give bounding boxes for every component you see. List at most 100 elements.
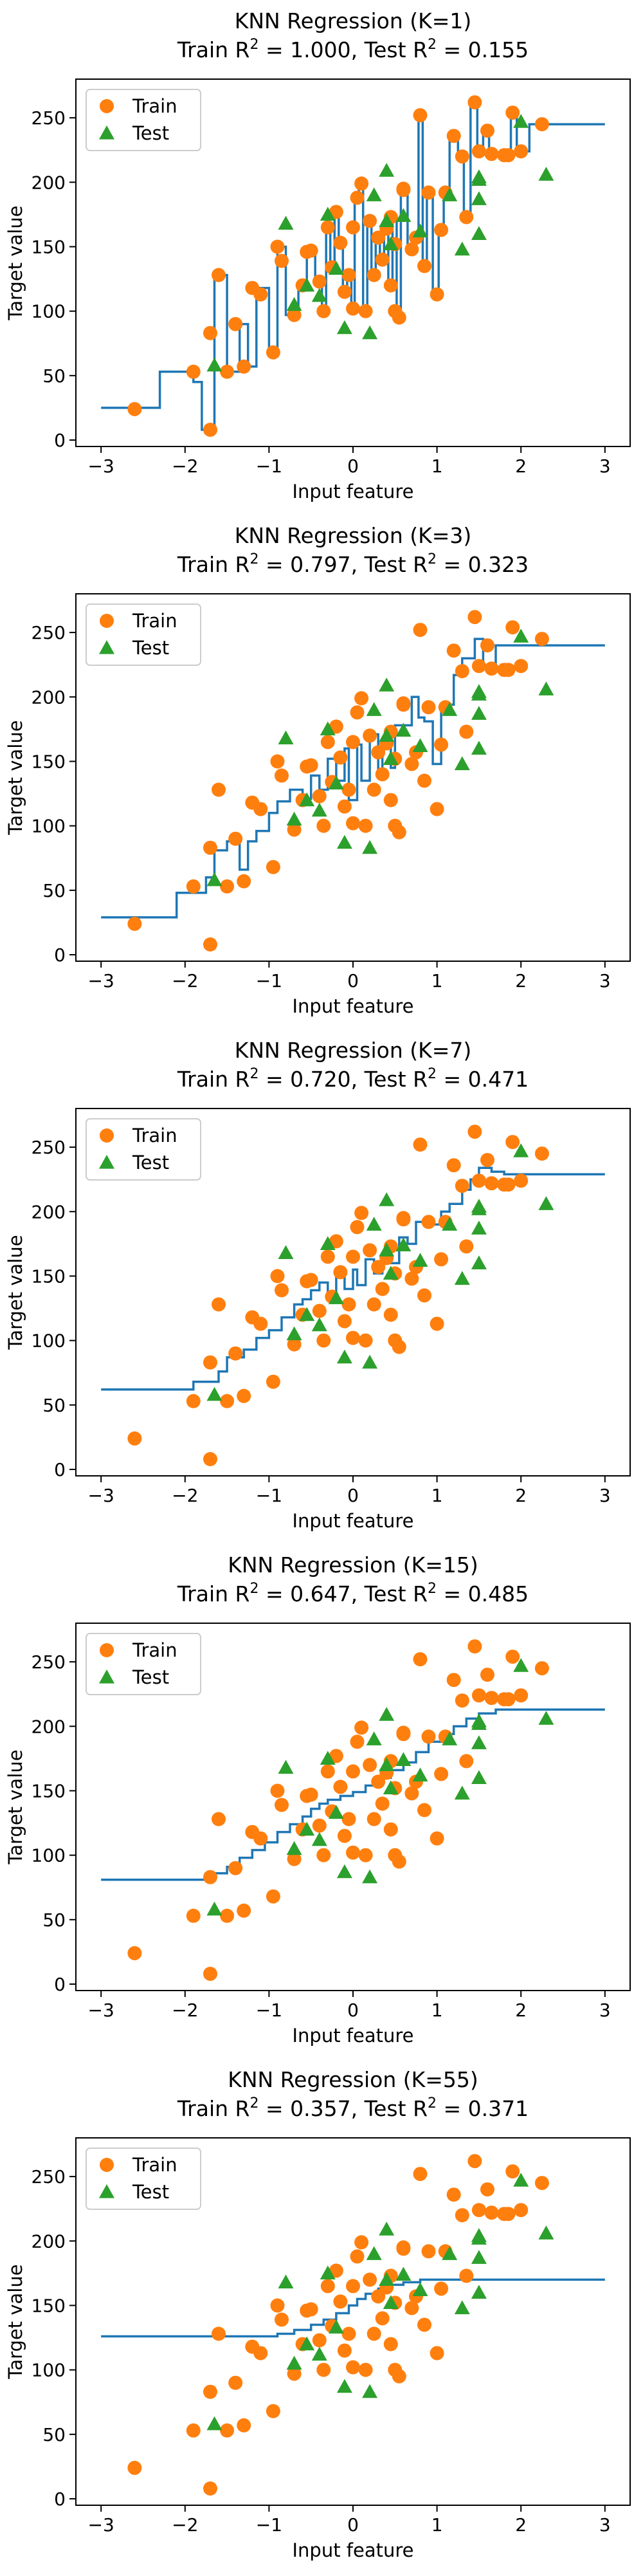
train-point <box>417 1803 431 1817</box>
test-point <box>538 1196 554 1210</box>
train-point <box>341 2326 356 2341</box>
test-point <box>311 802 327 817</box>
train-point <box>341 782 356 797</box>
x-tick-label: 1 <box>431 455 443 477</box>
test-point <box>442 2246 458 2260</box>
train-point <box>212 1812 226 1826</box>
train-point <box>471 2203 486 2218</box>
train-point <box>430 2346 444 2360</box>
legend-train-label: Train <box>132 1639 177 1661</box>
train-point <box>367 2326 381 2341</box>
test-point <box>442 1217 458 1231</box>
chart-subtitle: Train R2 = 0.797, Test R2 = 0.323 <box>177 551 529 577</box>
r-exponent: 2 <box>249 551 258 567</box>
x-tick-label: −3 <box>88 2514 114 2535</box>
legend-box <box>86 89 201 151</box>
train-point <box>341 268 356 282</box>
y-tick-label: 200 <box>32 172 66 193</box>
y-tick-label: 150 <box>32 1780 66 1801</box>
legend-test-label: Test <box>132 122 169 144</box>
knn-prediction-line <box>101 2278 605 2338</box>
train-point <box>421 700 436 715</box>
legend-train-label: Train <box>132 610 177 632</box>
x-tick-label: −3 <box>88 1485 114 1506</box>
x-tick-label: −1 <box>256 2000 282 2021</box>
x-tick-label: 1 <box>431 2514 443 2535</box>
legend: Train Test <box>86 2148 201 2210</box>
x-axis-label: Input feature <box>292 995 413 1017</box>
test-point <box>320 1236 336 1250</box>
train-point <box>501 1177 516 1192</box>
train-point <box>371 230 386 245</box>
test-point <box>538 681 554 695</box>
r-exponent: 2 <box>428 551 437 567</box>
test-point <box>278 216 294 230</box>
train-point <box>404 242 419 257</box>
train-point <box>346 1249 360 1264</box>
y-axis-label: Target value <box>5 205 26 320</box>
y-tick-label: 0 <box>54 430 66 451</box>
test-point <box>412 1253 428 1267</box>
test-r2-value: 0.371 <box>468 2096 529 2121</box>
legend-test-marker <box>99 2184 114 2198</box>
y-tick-label: 50 <box>42 2424 66 2445</box>
train-point <box>471 659 486 674</box>
train-point <box>375 1796 390 1811</box>
legend-train-marker <box>100 2158 114 2172</box>
train-point <box>383 2337 398 2351</box>
train-point <box>287 1337 302 1352</box>
test-point <box>299 2336 315 2351</box>
train-point <box>303 243 318 258</box>
train-point <box>329 719 343 734</box>
legend-train-label: Train <box>132 95 177 117</box>
legend-box <box>86 603 201 666</box>
train-point <box>320 1764 335 1779</box>
x-tick-label: 2 <box>515 2514 527 2535</box>
train-point <box>371 745 386 760</box>
train-point <box>417 2317 431 2332</box>
x-tick-label: 0 <box>347 970 359 991</box>
train-point <box>303 1787 318 1802</box>
train-point <box>471 1688 486 1703</box>
y-tick-label: 200 <box>32 1201 66 1222</box>
train-point <box>237 874 251 888</box>
train-point <box>337 1314 352 1329</box>
test-point <box>311 1317 327 1332</box>
train-point <box>514 659 529 674</box>
r-exponent: 2 <box>428 37 437 53</box>
legend: Train Test <box>86 89 201 151</box>
train-point <box>186 2423 201 2438</box>
train-point <box>333 750 348 765</box>
test-point <box>471 169 487 183</box>
train-point <box>212 1297 226 1312</box>
train-point <box>396 2240 411 2255</box>
train-point <box>203 1355 217 1370</box>
separator: , <box>351 1067 365 1092</box>
test-point <box>286 1841 302 1855</box>
train-point <box>228 317 243 331</box>
train-point <box>275 253 289 268</box>
x-tick-label: 0 <box>347 455 359 477</box>
y-tick-label: 50 <box>42 1909 66 1931</box>
test-r2-value: 0.471 <box>468 1067 529 1092</box>
train-point <box>434 737 449 752</box>
train-point <box>467 610 482 625</box>
train-point <box>320 220 335 235</box>
test-point <box>395 1752 412 1766</box>
test-point <box>538 1711 554 1725</box>
test-point <box>379 1757 395 1771</box>
test-point <box>412 1767 428 1781</box>
train-point <box>375 2311 390 2326</box>
test-point <box>206 2416 222 2431</box>
y-tick-label: 100 <box>32 816 66 837</box>
test-point <box>395 1237 412 1251</box>
train-point <box>446 1673 461 1688</box>
train-point <box>333 1265 348 1280</box>
test-point <box>513 629 529 643</box>
train-point <box>413 1137 428 1152</box>
train-point <box>505 1135 520 1150</box>
legend-train-marker <box>100 1128 114 1143</box>
y-tick-label: 0 <box>54 2489 66 2510</box>
train-point <box>413 623 428 638</box>
test-point <box>471 1770 487 1784</box>
